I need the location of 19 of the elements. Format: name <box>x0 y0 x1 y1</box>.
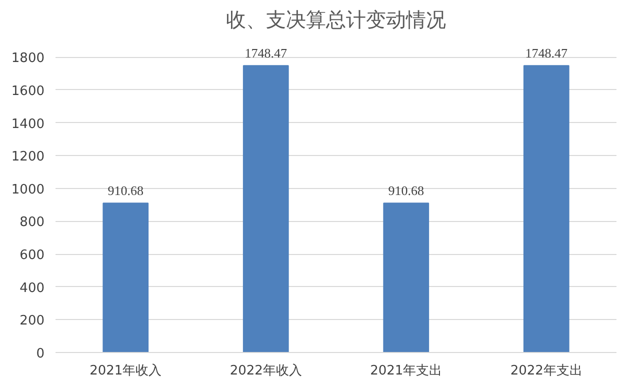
y-tick-label: 800 <box>20 215 45 230</box>
data-label: 1748.47 <box>244 46 288 61</box>
x-tick-label: 2022年支出 <box>510 364 582 378</box>
y-tick-label: 200 <box>20 314 45 329</box>
x-tick-label: 2021年支出 <box>370 364 442 378</box>
y-tick-label: 600 <box>20 248 45 264</box>
x-tick-label: 2021年收入 <box>90 364 162 378</box>
y-tick-label: 1400 <box>11 116 45 132</box>
y-tick-label: 0 <box>36 346 45 362</box>
x-tick-label: 2022年收入 <box>230 364 302 378</box>
data-label: 1748.47 <box>525 46 568 61</box>
y-tick-label: 1000 <box>11 182 45 198</box>
y-tick-label: 1800 <box>11 51 45 66</box>
y-tick-label: 400 <box>20 280 45 296</box>
y-tick-label: 1200 <box>11 150 45 165</box>
y-tick-label: 1600 <box>11 84 45 99</box>
data-label: 910.68 <box>108 183 144 198</box>
data-label: 910.68 <box>388 183 424 198</box>
chart-title: 收、支决算总计变动情况 <box>226 8 446 32</box>
